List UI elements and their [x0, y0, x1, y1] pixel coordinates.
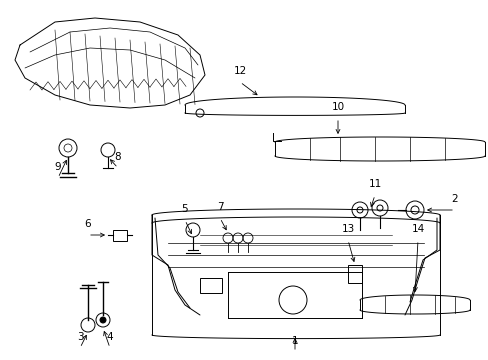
Bar: [113, 230, 127, 241]
Text: 6: 6: [84, 219, 91, 229]
Text: 9: 9: [55, 162, 61, 172]
Text: 2: 2: [451, 194, 457, 204]
Text: 7: 7: [216, 202, 223, 212]
Text: 10: 10: [331, 102, 344, 112]
Bar: [200, 278, 222, 293]
Text: 12: 12: [233, 66, 246, 76]
Text: 14: 14: [410, 224, 424, 234]
Text: 1: 1: [291, 336, 298, 346]
Text: 11: 11: [367, 179, 381, 189]
Text: 4: 4: [106, 332, 113, 342]
Text: 5: 5: [182, 204, 188, 214]
Text: 3: 3: [77, 332, 83, 342]
Bar: [347, 265, 361, 283]
Text: 13: 13: [341, 224, 354, 234]
Circle shape: [100, 317, 106, 323]
Text: 8: 8: [115, 152, 121, 162]
